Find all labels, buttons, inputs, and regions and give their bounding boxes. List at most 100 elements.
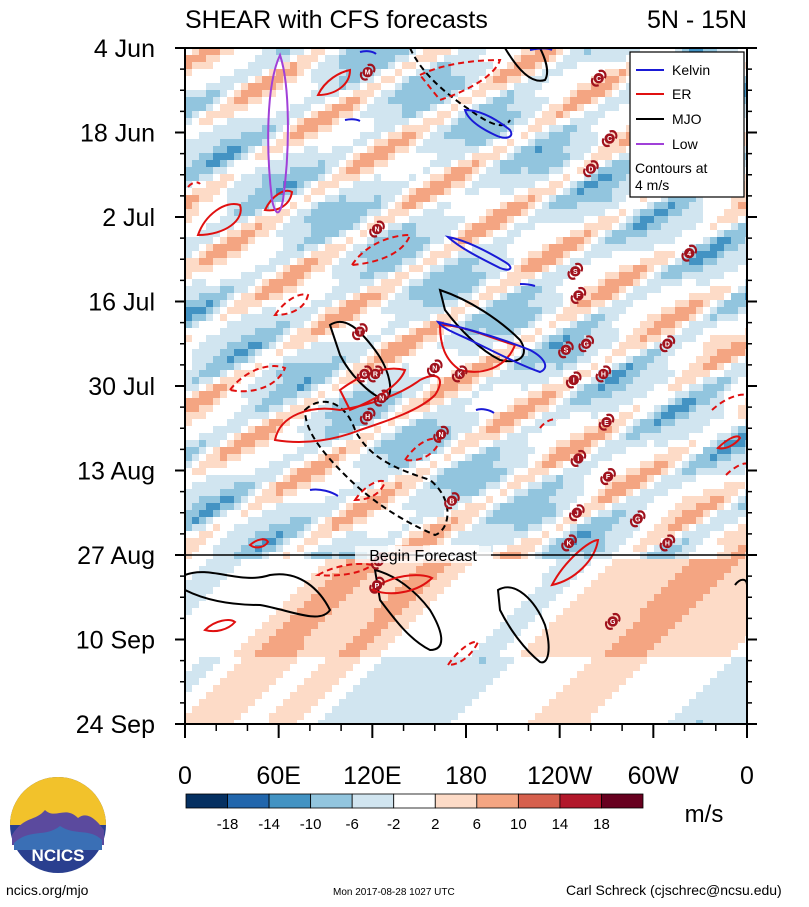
field-cell: [416, 475, 424, 483]
field-cell: [458, 447, 466, 455]
field-cell: [472, 461, 480, 469]
field-cell: [199, 321, 207, 329]
field-cell: [668, 209, 676, 217]
field-cell: [388, 370, 396, 378]
field-cell: [311, 384, 319, 392]
field-cell: [444, 391, 452, 399]
field-cell: [731, 230, 739, 238]
field-cell: [472, 433, 480, 441]
field-cell: [444, 244, 452, 252]
field-cell: [647, 223, 655, 231]
field-cell: [409, 426, 417, 434]
field-cell: [192, 398, 200, 406]
field-cell: [528, 111, 536, 119]
field-cell: [717, 258, 725, 266]
field-cell: [255, 174, 263, 182]
field-cell: [332, 356, 340, 364]
field-cell: [444, 349, 452, 357]
field-cell: [248, 377, 256, 385]
field-cell: [185, 55, 193, 63]
field-cell: [402, 76, 410, 84]
field-cell: [710, 209, 718, 217]
field-cell: [486, 356, 494, 364]
field-cell: [325, 97, 333, 105]
field-cell: [395, 258, 403, 266]
field-cell: [227, 48, 235, 56]
field-cell: [654, 370, 662, 378]
field-cell: [283, 118, 291, 126]
field-cell: [731, 412, 739, 420]
field-cell: [430, 153, 438, 161]
field-cell: [444, 174, 452, 182]
field-cell: [248, 181, 256, 189]
field-cell: [535, 440, 543, 448]
field-cell: [234, 384, 242, 392]
field-cell: [353, 475, 361, 483]
field-cell: [311, 279, 319, 287]
field-cell: [269, 188, 277, 196]
field-cell: [199, 433, 207, 441]
field-cell: [241, 209, 249, 217]
field-cell: [451, 125, 459, 133]
field-cell: [570, 447, 578, 455]
field-cell: [577, 300, 585, 308]
field-cell: [556, 447, 564, 455]
field-cell: [626, 370, 634, 378]
field-cell: [388, 447, 396, 455]
field-cell: [297, 384, 305, 392]
field-cell: [430, 111, 438, 119]
field-cell: [563, 405, 571, 413]
field-cell: [507, 475, 515, 483]
field-cell: [192, 342, 200, 350]
field-cell: [717, 335, 725, 343]
field-cell: [451, 272, 459, 280]
field-cell: [675, 279, 683, 287]
field-cell: [192, 440, 200, 448]
field-cell: [507, 258, 515, 266]
field-cell: [451, 146, 459, 154]
field-cell: [724, 286, 732, 294]
field-cell: [668, 391, 676, 399]
field-cell: [668, 405, 676, 413]
field-cell: [535, 202, 543, 210]
field-cell: [206, 391, 214, 399]
field-cell: [206, 188, 214, 196]
field-cell: [374, 314, 382, 322]
field-cell: [318, 195, 326, 203]
field-cell: [612, 195, 620, 203]
field-cell: [584, 363, 592, 371]
field-cell: [500, 461, 508, 469]
field-cell: [269, 55, 277, 63]
field-cell: [311, 447, 319, 455]
field-cell: [248, 314, 256, 322]
field-cell: [710, 412, 718, 420]
field-cell: [339, 314, 347, 322]
field-cell: [444, 433, 452, 441]
field-cell: [507, 391, 515, 399]
field-cell: [598, 132, 606, 140]
field-cell: [570, 111, 578, 119]
field-cell: [542, 433, 550, 441]
field-cell: [507, 293, 515, 301]
field-cell: [206, 440, 214, 448]
field-cell: [577, 258, 585, 266]
field-cell: [360, 342, 368, 350]
field-cell: [241, 286, 249, 294]
field-cell: [185, 153, 193, 161]
field-cell: [563, 265, 571, 273]
field-cell: [346, 209, 354, 217]
field-cell: [542, 167, 550, 175]
field-cell: [514, 223, 522, 231]
field-cell: [640, 314, 648, 322]
field-cell: [297, 461, 305, 469]
field-cell: [213, 342, 221, 350]
field-cell: [255, 391, 263, 399]
field-cell: [486, 62, 494, 70]
field-cell: [213, 258, 221, 266]
field-cell: [724, 230, 732, 238]
field-cell: [542, 111, 550, 119]
field-cell: [486, 426, 494, 434]
field-cell: [605, 391, 613, 399]
field-cell: [227, 209, 235, 217]
field-cell: [577, 384, 585, 392]
